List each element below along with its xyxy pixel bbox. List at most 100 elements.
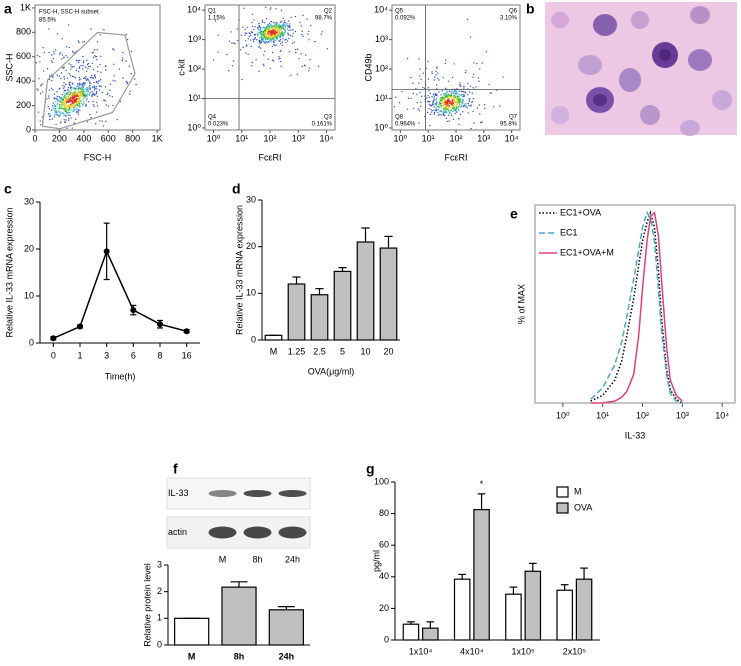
- event-dot: [398, 101, 401, 104]
- event-dot: [269, 8, 271, 10]
- event-dot: [98, 85, 101, 87]
- event-dot: [269, 67, 271, 70]
- event-dot: [111, 96, 114, 98]
- event-dot: [457, 95, 459, 97]
- event-dot: [49, 115, 51, 117]
- event-dot: [450, 95, 452, 97]
- event-dot: [432, 100, 434, 103]
- event-dot: [85, 66, 87, 68]
- data-point: [50, 335, 57, 342]
- event-dot: [78, 101, 81, 103]
- event-dot: [60, 77, 62, 80]
- x-tick-label: 10: [360, 346, 370, 356]
- event-dot: [417, 108, 419, 110]
- event-dot: [233, 42, 235, 44]
- event-dot: [231, 65, 234, 67]
- event-dot: [70, 92, 72, 95]
- bar: [575, 578, 593, 641]
- event-dot: [118, 68, 121, 70]
- event-dot: [320, 33, 322, 35]
- event-dot: [92, 51, 94, 54]
- event-dot: [468, 91, 471, 93]
- y-tick-label: 20: [246, 241, 256, 251]
- event-dot: [93, 94, 95, 96]
- event-dot: [263, 40, 265, 42]
- event-dot: [249, 39, 252, 41]
- x-tick-label: 10³: [676, 410, 689, 420]
- event-dot: [53, 98, 56, 100]
- event-dot: [469, 85, 472, 87]
- event-dot: [443, 97, 446, 99]
- event-dot: [270, 28, 272, 30]
- event-dot: [122, 57, 124, 59]
- event-dot: [244, 28, 246, 31]
- event-dot: [273, 43, 275, 46]
- event-dot: [62, 87, 65, 89]
- quadrant-percent: 0.023%: [208, 122, 229, 128]
- quadrant-percent: 1.15%: [208, 16, 226, 22]
- event-dot: [302, 35, 304, 37]
- histogram-line: [590, 210, 683, 404]
- event-dot: [51, 109, 53, 111]
- event-dot: [252, 39, 254, 41]
- event-dot: [52, 57, 54, 60]
- event-dot: [72, 99, 74, 101]
- event-dot: [57, 99, 59, 102]
- event-dot: [270, 24, 273, 27]
- event-dot: [433, 106, 435, 108]
- event-dot: [275, 44, 277, 46]
- event-dot: [59, 114, 62, 116]
- event-dot: [435, 84, 438, 86]
- event-dot: [410, 76, 412, 79]
- event-dot: [286, 23, 288, 25]
- event-dot: [48, 108, 50, 110]
- event-dot: [80, 65, 82, 67]
- bar: [333, 270, 352, 341]
- event-dot: [99, 78, 102, 81]
- event-dot: [256, 33, 258, 35]
- event-dot: [257, 28, 259, 30]
- event-dot: [259, 43, 261, 45]
- event-dot: [80, 99, 82, 102]
- x-tick-label: 400: [76, 133, 91, 143]
- event-dot: [66, 93, 69, 96]
- event-dot: [458, 100, 460, 102]
- event-dot: [442, 100, 444, 103]
- event-dot: [91, 62, 94, 64]
- event-dot: [76, 107, 78, 110]
- y-axis-label: % of MAX: [516, 284, 526, 324]
- event-dot: [237, 39, 239, 42]
- y-tick-label: 10³: [375, 34, 388, 44]
- event-dot: [86, 121, 89, 123]
- event-dot: [258, 45, 260, 47]
- event-dot: [460, 106, 462, 108]
- event-dot: [59, 96, 61, 99]
- event-dot: [252, 13, 254, 15]
- event-dot: [460, 85, 462, 88]
- event-dot: [437, 114, 440, 116]
- event-dot: [82, 60, 85, 62]
- event-dot: [65, 111, 68, 114]
- event-dot: [96, 41, 99, 43]
- event-dot: [109, 83, 112, 85]
- event-dot: [78, 94, 81, 96]
- event-dot: [68, 72, 70, 75]
- event-dot: [300, 53, 302, 55]
- event-dot: [54, 114, 56, 116]
- cell: [619, 68, 641, 92]
- event-dot: [77, 113, 79, 115]
- event-dot: [52, 102, 55, 104]
- event-dot: [280, 35, 282, 37]
- micrograph: [545, 2, 737, 136]
- event-dot: [284, 22, 286, 24]
- event-dot: [36, 54, 39, 57]
- event-dot: [85, 99, 88, 101]
- event-dot: [427, 60, 429, 62]
- event-dot: [439, 106, 441, 109]
- x-tick-label: M: [270, 346, 278, 356]
- event-dot: [92, 104, 95, 106]
- event-dot: [442, 77, 444, 79]
- event-dot: [73, 122, 76, 124]
- event-dot: [84, 82, 87, 84]
